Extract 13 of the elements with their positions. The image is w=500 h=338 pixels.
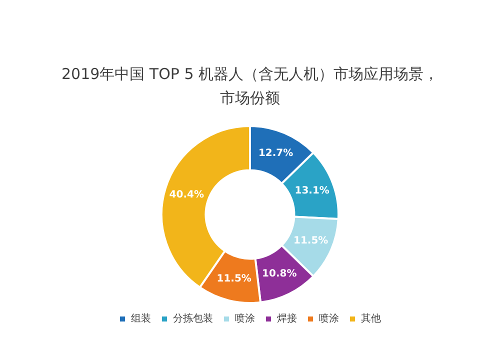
legend-label: 喷涂	[235, 312, 255, 325]
data-label: 12.7%	[258, 148, 294, 159]
data-label: 40.4%	[169, 189, 204, 200]
legend-label: 其他	[361, 312, 381, 325]
data-label: 11.5%	[216, 274, 252, 285]
legend-label: 喷涂	[319, 312, 339, 325]
legend-label: 焊接	[277, 312, 297, 325]
legend-label: 组装	[131, 312, 151, 325]
data-label: 10.8%	[262, 268, 297, 280]
data-label: 11.5%	[293, 236, 328, 247]
legend-label: 分拣包装	[173, 312, 213, 325]
chart-title: 2019年中国 TOP 5 机器人（含无人机）市场应用场景，市场份额	[61, 64, 439, 107]
data-label: 13.1%	[294, 186, 330, 197]
